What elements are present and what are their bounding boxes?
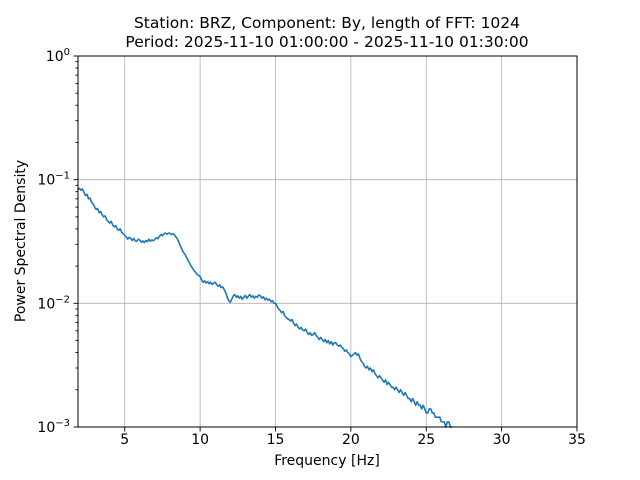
x-tick-label: 20 [342, 432, 360, 448]
x-tick-label: 15 [267, 432, 285, 448]
tick-layer: 5 10 15 20 25 30 35 100 10−1 10−2 10−3 [37, 47, 585, 448]
y-tick-label: 10−3 [37, 418, 70, 436]
x-tick-label: 25 [417, 432, 435, 448]
plot-border [77, 55, 578, 428]
y-tick-label: 100 [46, 47, 70, 65]
x-tick-label: 35 [568, 432, 586, 448]
grid-layer [78, 56, 578, 427]
x-axis-label: Frequency [Hz] [274, 453, 380, 469]
y-tick-label: 10−1 [37, 171, 70, 189]
x-tick-label: 5 [120, 432, 129, 448]
x-tick-label: 10 [191, 432, 209, 448]
y-tick-label: 10−2 [37, 294, 70, 312]
chart-subtitle: Period: 2025-11-10 01:00:00 - 2025-11-10… [125, 33, 528, 51]
line-layer [77, 187, 453, 428]
psd-curve [77, 187, 453, 428]
chart-title: Station: BRZ, Component: By, length of F… [134, 14, 520, 32]
x-tick-label: 30 [493, 432, 511, 448]
y-axis-label: Power Spectral Density [13, 160, 29, 322]
